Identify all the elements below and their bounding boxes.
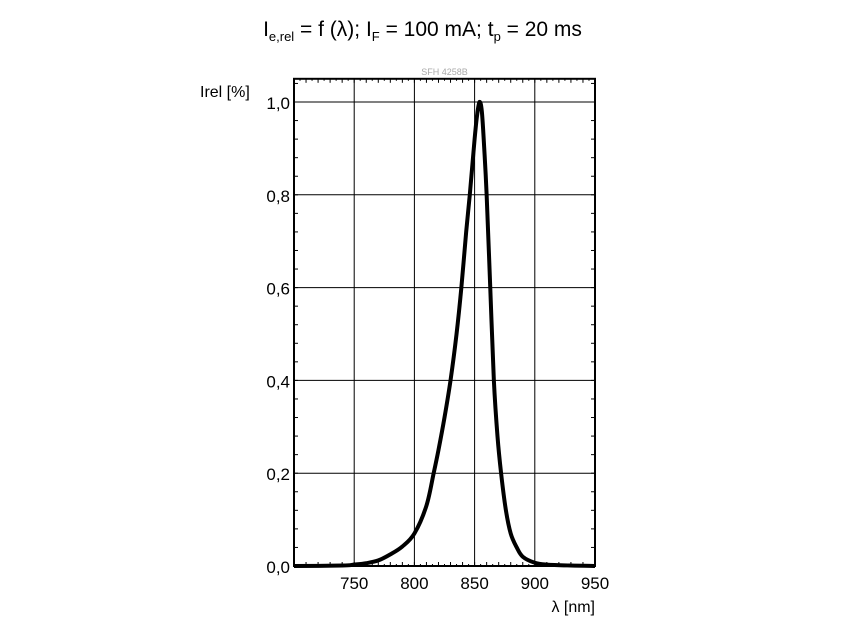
x-tick-label: 950 bbox=[581, 574, 609, 593]
x-axis-label: λ [nm] bbox=[551, 599, 595, 616]
x-tick-label: 900 bbox=[521, 574, 549, 593]
y-tick-label: 1,0 bbox=[266, 94, 290, 113]
series-line bbox=[293, 99, 596, 568]
y-tick-label: 0,0 bbox=[266, 558, 290, 577]
x-tick-label: 850 bbox=[460, 574, 488, 593]
y-tick-label: 0,8 bbox=[266, 187, 290, 206]
x-tick-label: 800 bbox=[400, 574, 428, 593]
y-axis-label: Irel [%] bbox=[200, 84, 250, 101]
chart-title: Ie,rel = f (λ); IF = 100 mA; tp = 20 ms bbox=[263, 18, 582, 45]
watermark: SFH 4258B bbox=[421, 67, 468, 77]
y-tick-label: 0,6 bbox=[266, 280, 290, 299]
plot-frame bbox=[293, 77, 596, 568]
x-tick-label: 750 bbox=[340, 574, 368, 593]
y-tick-label: 0,4 bbox=[266, 372, 290, 391]
y-tick-label: 0,2 bbox=[266, 465, 290, 484]
